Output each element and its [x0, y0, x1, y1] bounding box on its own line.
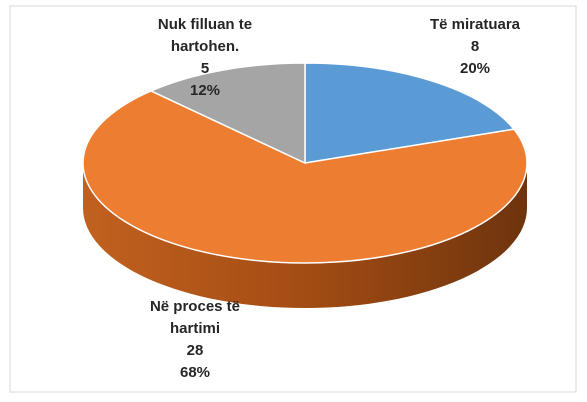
label-percentage: 68% — [179, 364, 211, 381]
data-label: Në proces të hartimi 28 68% — [135, 296, 255, 384]
slice-side — [83, 163, 527, 308]
label-value: 5 — [200, 60, 210, 77]
slice — [149, 62, 306, 165]
label-value: 8 — [470, 38, 480, 55]
label-category: Nuk filluan te hartohen. — [157, 16, 253, 55]
label-percentage: 12% — [189, 82, 221, 99]
data-label: Nuk filluan te hartohen. 5 12% — [150, 14, 260, 102]
slice — [304, 62, 516, 164]
slice — [82, 90, 528, 264]
label-category: Në proces të hartimi — [149, 298, 241, 337]
chart-border — [9, 5, 577, 393]
label-percentage: 20% — [459, 60, 491, 77]
data-label: Të miratuara 8 20% — [425, 14, 525, 80]
label-value: 28 — [186, 342, 204, 359]
label-category: Të miratuara — [429, 16, 521, 33]
